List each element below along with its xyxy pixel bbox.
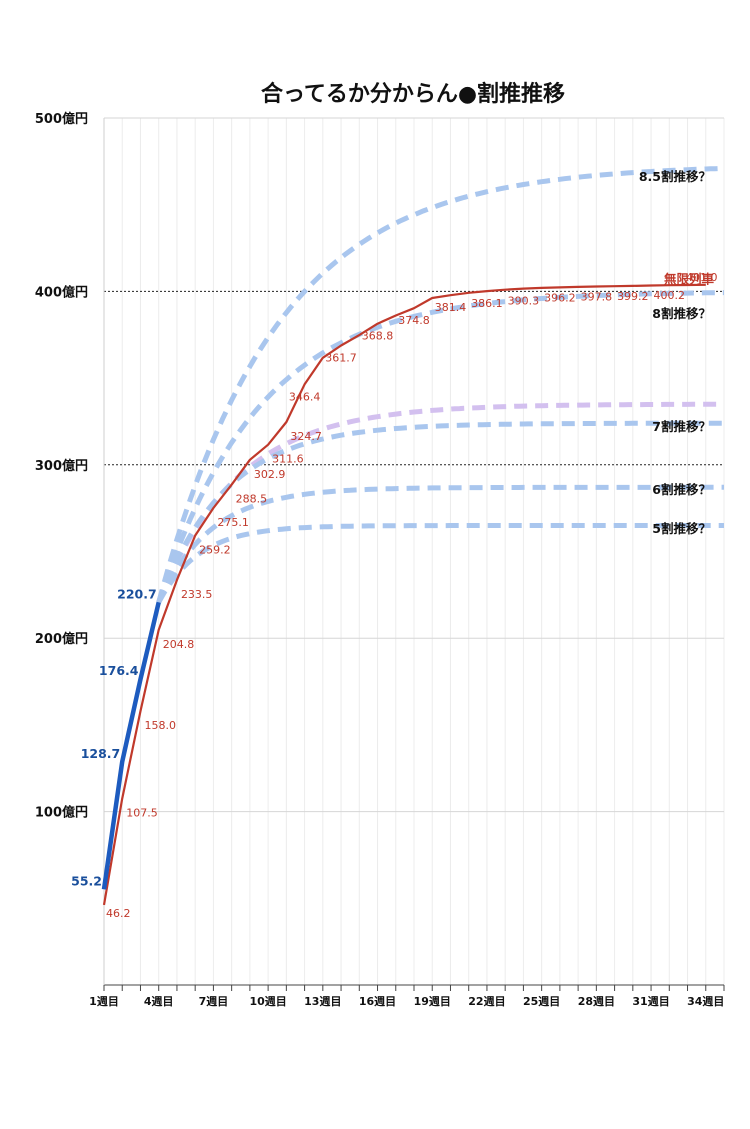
red-data-label: 288.5 [236,493,268,506]
red-data-label: 46.2 [106,907,131,920]
projection-label: 5割推移？ [652,521,711,536]
y-tick-label: 100億円 [35,805,88,821]
red-data-label: 259.2 [199,544,231,557]
red-data-label: 390.3 [508,295,540,308]
x-tick-label: 22週目 [468,994,505,1008]
x-tick-label: 19週目 [414,994,451,1008]
x-tick-label: 7週目 [199,994,229,1008]
red-data-label: 302.9 [254,468,286,481]
red-data-label: 368.8 [362,330,394,343]
y-tick-label: 400億円 [35,284,88,300]
red-data-label: 399.2 [617,290,649,303]
blue-data-label: 220.7 [117,586,157,601]
blue-data-label: 176.4 [99,663,139,678]
projection-label: 7割推移？ [652,419,711,434]
projection-curve [156,401,724,604]
red-data-label: 158.0 [144,719,176,732]
blue-data-label: 128.7 [81,746,121,761]
x-tick-label: 34週目 [687,994,724,1008]
blue-data-label: 55.2 [71,873,102,888]
x-tick-label: 31週目 [632,994,669,1008]
red-data-label: 397.8 [581,291,613,304]
red-data-label: 346.4 [289,390,321,403]
y-tick-label: 300億円 [35,458,88,474]
x-tick-label: 10週目 [249,994,286,1008]
data-labels: 8.5割推移？ 8割推移？ 7割推移？ 6割推移？ 5割推移？ 46.2 107.5 158.… [71,169,717,920]
red-data-label: 381.4 [435,301,467,314]
red-data-label: 107.5 [126,807,158,820]
red-data-label: 324.7 [290,430,322,443]
red-data-label: 311.6 [272,453,304,466]
projection-curve [156,290,724,604]
grid [103,117,725,985]
series-end-label: 無限列車 [664,271,715,286]
projection-curve [156,484,724,604]
red-data-label: 361.7 [325,352,357,365]
projection-label: 6割推移？ [652,482,711,497]
x-tick-label: 1週目 [89,994,119,1008]
red-data-label: 374.8 [398,314,430,327]
red-data-label: 233.5 [181,588,213,601]
projection-label: 8.5割推移？ [639,169,711,184]
x-tick-label: 16週目 [359,994,396,1008]
chart-title: 合ってるか分からん●割推推移 [261,81,565,107]
actual-red-line [102,283,706,906]
actual-blue-line [101,601,161,890]
x-tick-label: 25週目 [523,994,560,1008]
projection-curve [156,523,724,604]
x-tick-label: 4週目 [144,994,174,1008]
y-tick-label: 200億円 [35,631,88,647]
red-data-label: 386.1 [471,297,503,310]
axes: 100億円 200億円 300億円 400億円 500億円 1週目 4週目 7週目 10週目 13… [35,111,725,1008]
projection-lines [156,165,725,604]
red-data-label: 275.1 [217,516,249,529]
projection-curve [156,165,725,603]
y-tick-label: 500億円 [35,111,88,127]
x-tick-label: 13週目 [304,994,341,1008]
red-data-label: 401.0 [686,271,718,284]
projection-label: 8割推移？ [652,306,711,321]
projection-curve [156,420,724,604]
red-data-label: 400.2 [654,289,686,302]
red-data-label: 204.8 [163,638,195,651]
x-tick-label: 28週目 [578,994,615,1008]
actual-series [101,283,706,906]
red-data-label: 396.2 [544,291,576,304]
